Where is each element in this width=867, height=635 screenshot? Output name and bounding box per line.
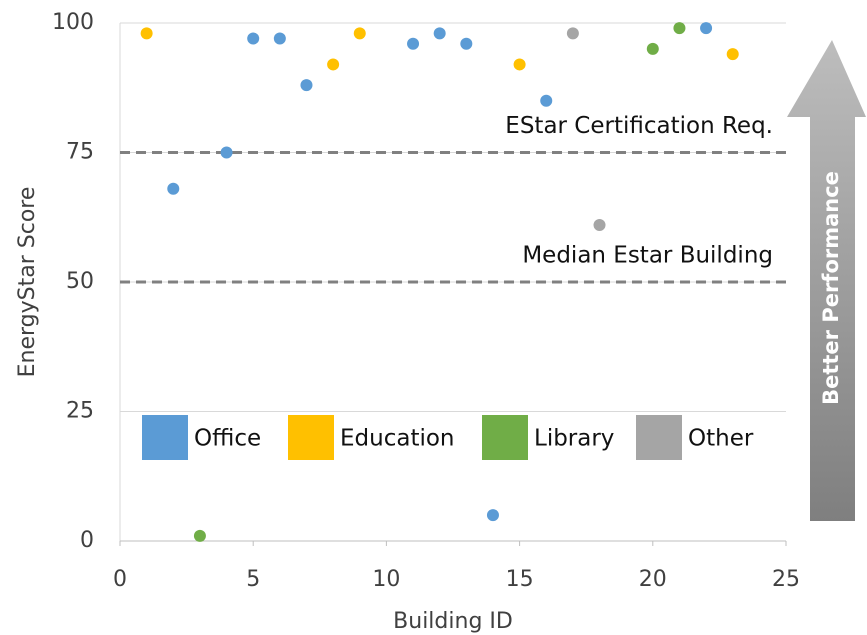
legend-label: Education bbox=[340, 426, 455, 452]
data-point bbox=[646, 42, 659, 55]
performance-arrow bbox=[787, 40, 866, 521]
data-point bbox=[673, 22, 686, 35]
legend-label: Library bbox=[534, 426, 614, 452]
data-point bbox=[433, 27, 446, 40]
data-point bbox=[193, 529, 206, 542]
y-tick-label: 75 bbox=[66, 140, 94, 165]
data-point bbox=[273, 32, 286, 45]
data-point bbox=[327, 58, 340, 71]
data-point bbox=[566, 27, 579, 40]
data-point bbox=[486, 509, 499, 522]
legend-swatch bbox=[142, 415, 188, 460]
legend-label: Other bbox=[688, 426, 754, 452]
data-point bbox=[353, 27, 366, 40]
x-axis-label: Building ID bbox=[393, 609, 513, 634]
reference-label: EStar Certification Req. bbox=[505, 113, 773, 139]
x-tick-label: 20 bbox=[639, 567, 667, 592]
y-tick-label: 25 bbox=[66, 399, 94, 424]
data-point bbox=[247, 32, 260, 45]
y-axis-label: EnergyStar Score bbox=[15, 187, 40, 378]
y-tick-label: 100 bbox=[52, 10, 94, 35]
data-point bbox=[700, 22, 713, 35]
x-tick-label: 10 bbox=[372, 567, 400, 592]
arrow-label: Better Performance bbox=[819, 171, 843, 405]
legend-swatch bbox=[636, 415, 682, 460]
x-tick-label: 0 bbox=[113, 567, 127, 592]
y-tick-label: 0 bbox=[80, 528, 94, 553]
data-point bbox=[460, 37, 473, 50]
data-point bbox=[407, 37, 420, 50]
data-point bbox=[167, 182, 180, 195]
data-point bbox=[593, 219, 606, 232]
x-tick-label: 25 bbox=[772, 567, 800, 592]
data-point bbox=[140, 27, 153, 40]
y-tick-label: 50 bbox=[66, 269, 94, 294]
legend-label: Office bbox=[194, 426, 261, 452]
x-tick-label: 15 bbox=[506, 567, 534, 592]
legend-swatch bbox=[288, 415, 334, 460]
x-tick-label: 5 bbox=[246, 567, 260, 592]
data-point bbox=[540, 94, 553, 107]
data-point bbox=[513, 58, 526, 71]
data-point bbox=[220, 146, 233, 159]
reference-label: Median Estar Building bbox=[522, 243, 773, 269]
data-point bbox=[300, 79, 313, 92]
legend-swatch bbox=[482, 415, 528, 460]
data-point bbox=[726, 48, 739, 61]
